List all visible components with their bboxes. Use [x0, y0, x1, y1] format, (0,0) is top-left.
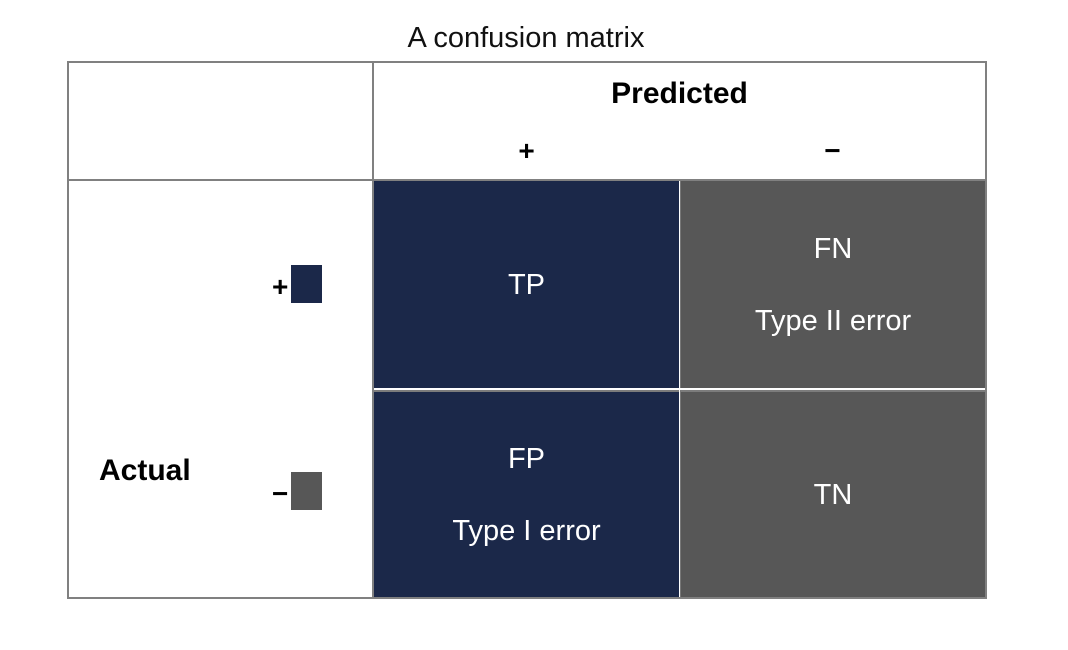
positive-color-swatch — [291, 265, 322, 303]
false-positive-cell: FP Type I error — [374, 390, 679, 597]
false-positive-label: FP — [507, 442, 546, 475]
actual-header: Actual + − — [69, 181, 374, 597]
false-negative-cell: FN Type II error — [680, 181, 985, 388]
true-positive-cell: TP — [374, 181, 679, 388]
predicted-positive-label: + — [518, 135, 535, 166]
false-negative-label: FN — [813, 232, 853, 265]
true-negative-label: TN — [813, 478, 853, 511]
actual-positive-label: + — [272, 271, 289, 302]
corner-cell — [69, 63, 374, 181]
predicted-header: Predicted + − — [374, 63, 985, 181]
actual-negative-label: − — [272, 478, 289, 509]
true-positive-label: TP — [507, 268, 546, 301]
predicted-label: Predicted — [611, 77, 748, 110]
predicted-negative-label: − — [824, 135, 841, 166]
confusion-matrix: Predicted + − Actual + − TP FN Type II e… — [67, 61, 987, 599]
type-ii-error-label: Type II error — [754, 304, 912, 337]
negative-color-swatch — [291, 472, 322, 510]
true-negative-cell: TN — [680, 390, 985, 597]
type-i-error-label: Type I error — [452, 514, 601, 547]
diagram-title: A confusion matrix — [407, 22, 645, 54]
actual-label: Actual — [99, 454, 191, 487]
